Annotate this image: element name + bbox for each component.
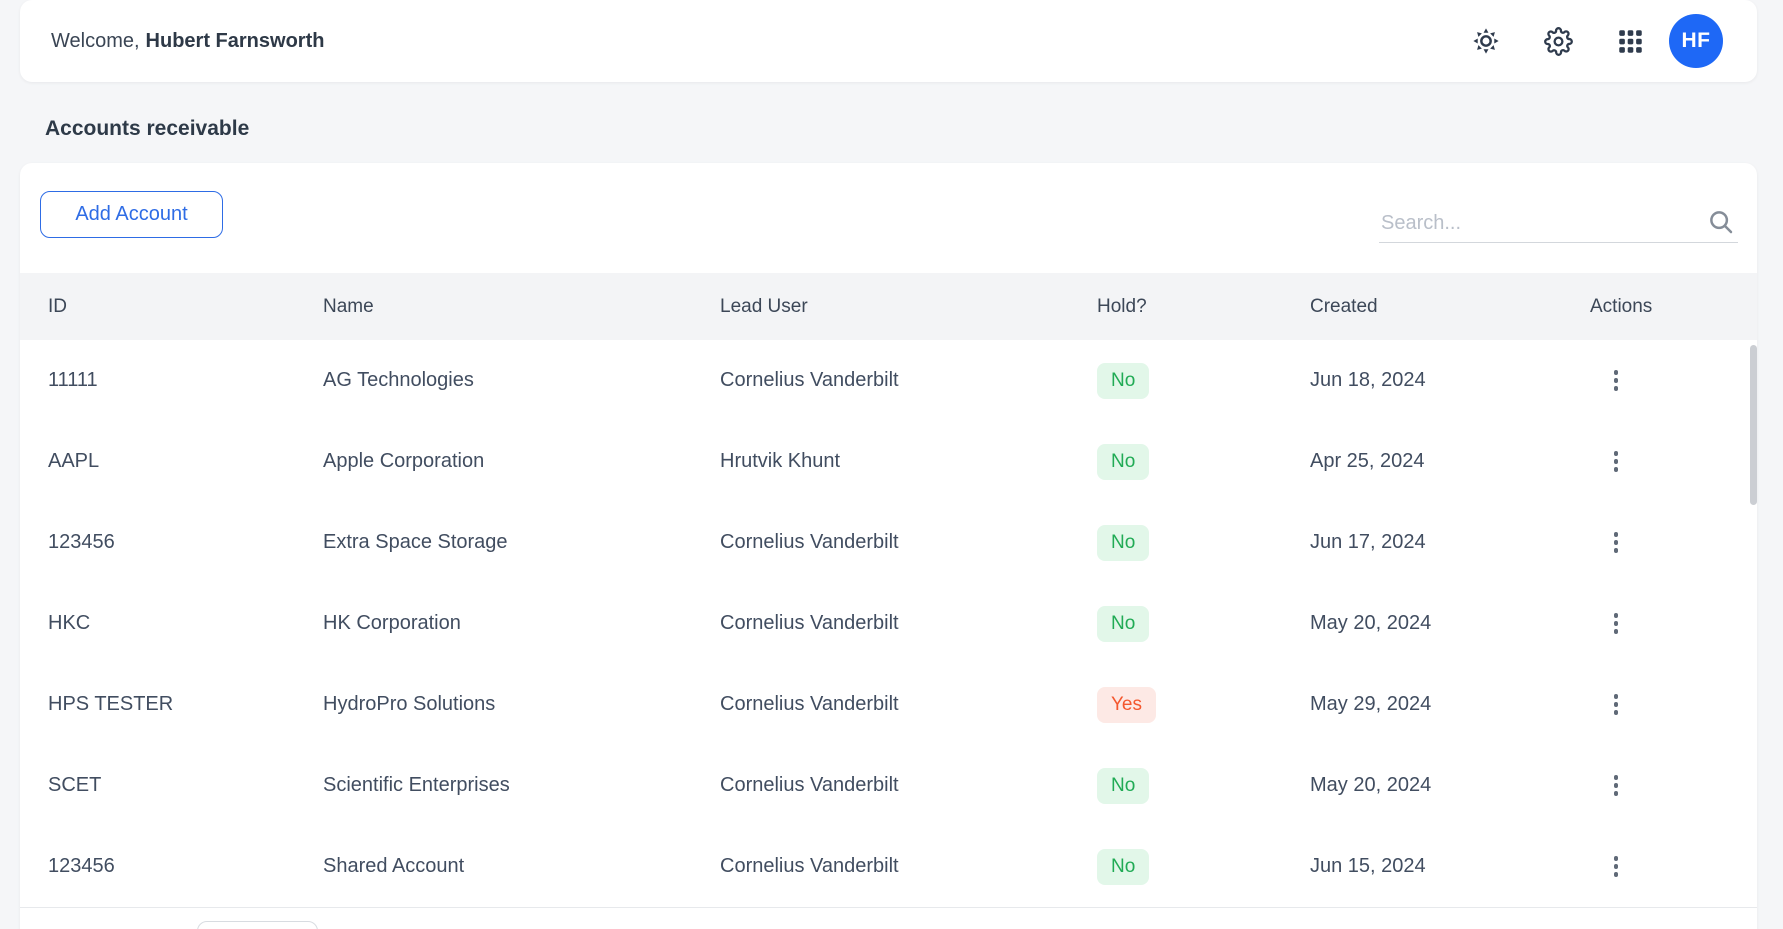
welcome-prefix: Welcome, [51, 29, 140, 52]
cell-id: HPS TESTER [48, 693, 174, 715]
row-actions-kebab-icon[interactable] [1603, 364, 1629, 398]
theme-sun-icon[interactable] [1471, 26, 1501, 56]
cell-created: Apr 25, 2024 [1310, 450, 1425, 472]
cell-created: May 29, 2024 [1310, 693, 1432, 715]
cell-actions [1590, 769, 1757, 803]
cell-hold: No [1097, 605, 1310, 642]
table-row: 11111 AG Technologies Cornelius Vanderbi… [20, 340, 1757, 421]
cell-hold: No [1097, 524, 1310, 561]
search-icon[interactable] [1706, 207, 1736, 242]
table-bottom-divider [20, 907, 1757, 908]
cell-name: HydroPro Solutions [323, 693, 496, 715]
row-actions-kebab-icon[interactable] [1603, 526, 1629, 560]
cell-actions [1590, 526, 1757, 560]
cell-id: 11111 [48, 369, 98, 391]
user-avatar[interactable]: HF [1669, 14, 1723, 68]
cell-lead-user: Cornelius Vanderbilt [720, 531, 899, 553]
table-scrollbar-thumb[interactable] [1750, 345, 1757, 505]
column-header-name: Name [323, 295, 374, 317]
settings-gear-icon[interactable] [1543, 26, 1573, 56]
cell-actions [1590, 607, 1757, 641]
column-header-id: ID [48, 295, 67, 317]
cell-name: HK Corporation [323, 612, 461, 634]
cell-actions [1590, 688, 1757, 722]
search-input[interactable] [1381, 207, 1696, 239]
cell-hold: No [1097, 848, 1310, 885]
column-header-actions: Actions [1590, 295, 1653, 317]
column-header-hold: Hold? [1097, 295, 1147, 317]
pagination-button[interactable] [197, 921, 318, 929]
row-actions-kebab-icon[interactable] [1603, 850, 1629, 884]
cell-id: 123456 [48, 855, 115, 877]
topbar-icons: HF [1471, 0, 1723, 82]
table-body: 11111 AG Technologies Cornelius Vanderbi… [20, 340, 1757, 907]
welcome-user-name: Hubert Farnsworth [145, 29, 325, 52]
column-header-lead-user: Lead User [720, 295, 808, 317]
table-row: HKC HK Corporation Cornelius Vanderbilt … [20, 583, 1757, 664]
cell-created: Jun 15, 2024 [1310, 855, 1426, 877]
cell-hold: No [1097, 767, 1310, 804]
apps-grid-icon[interactable] [1615, 26, 1645, 56]
search-box [1379, 203, 1738, 243]
cell-created: Jun 17, 2024 [1310, 531, 1426, 553]
cell-id: SCET [48, 774, 102, 796]
cell-actions [1590, 850, 1757, 884]
cell-hold: Yes [1097, 686, 1310, 723]
cell-name: Apple Corporation [323, 450, 485, 472]
welcome-message: Welcome, Hubert Farnsworth [51, 0, 324, 82]
row-actions-kebab-icon[interactable] [1603, 769, 1629, 803]
cell-id: HKC [48, 612, 91, 634]
page-title: Accounts receivable [45, 117, 250, 140]
table-header: ID Name Lead User Hold? Created Actions [20, 273, 1757, 340]
cell-actions [1590, 445, 1757, 479]
hold-status-badge: No [1097, 524, 1150, 561]
table-row: HPS TESTER HydroPro Solutions Cornelius … [20, 664, 1757, 745]
accounts-card: Add Account ID Name Lead User Hold? Crea… [20, 163, 1757, 929]
row-actions-kebab-icon[interactable] [1603, 688, 1629, 722]
cell-name: Extra Space Storage [323, 531, 508, 553]
table-row: SCET Scientific Enterprises Cornelius Va… [20, 745, 1757, 826]
cell-name: AG Technologies [323, 369, 474, 391]
cell-id: 123456 [48, 531, 115, 553]
cell-lead-user: Cornelius Vanderbilt [720, 774, 899, 796]
row-actions-kebab-icon[interactable] [1603, 607, 1629, 641]
hold-status-badge: No [1097, 362, 1150, 399]
cell-hold: No [1097, 443, 1310, 480]
cell-name: Shared Account [323, 855, 465, 877]
hold-status-badge: No [1097, 767, 1150, 804]
cell-hold: No [1097, 362, 1310, 399]
row-actions-kebab-icon[interactable] [1603, 445, 1629, 479]
cell-created: Jun 18, 2024 [1310, 369, 1426, 391]
table-row: 123456 Shared Account Cornelius Vanderbi… [20, 826, 1757, 907]
cell-lead-user: Cornelius Vanderbilt [720, 612, 899, 634]
hold-status-badge: No [1097, 443, 1150, 480]
table-row: AAPL Apple Corporation Hrutvik Khunt No … [20, 421, 1757, 502]
cell-actions [1590, 364, 1757, 398]
cell-created: May 20, 2024 [1310, 612, 1432, 634]
add-account-button[interactable]: Add Account [40, 191, 223, 238]
hold-status-badge: No [1097, 848, 1150, 885]
column-header-created: Created [1310, 295, 1378, 317]
topbar: Welcome, Hubert Farnsworth [20, 0, 1757, 82]
cell-created: May 20, 2024 [1310, 774, 1432, 796]
cell-lead-user: Hrutvik Khunt [720, 450, 841, 472]
cell-lead-user: Cornelius Vanderbilt [720, 369, 899, 391]
cell-name: Scientific Enterprises [323, 774, 510, 796]
hold-status-badge: No [1097, 605, 1150, 642]
cell-lead-user: Cornelius Vanderbilt [720, 855, 899, 877]
cell-id: AAPL [48, 450, 100, 472]
hold-status-badge: Yes [1097, 686, 1156, 723]
table-row: 123456 Extra Space Storage Cornelius Van… [20, 502, 1757, 583]
cell-lead-user: Cornelius Vanderbilt [720, 693, 899, 715]
